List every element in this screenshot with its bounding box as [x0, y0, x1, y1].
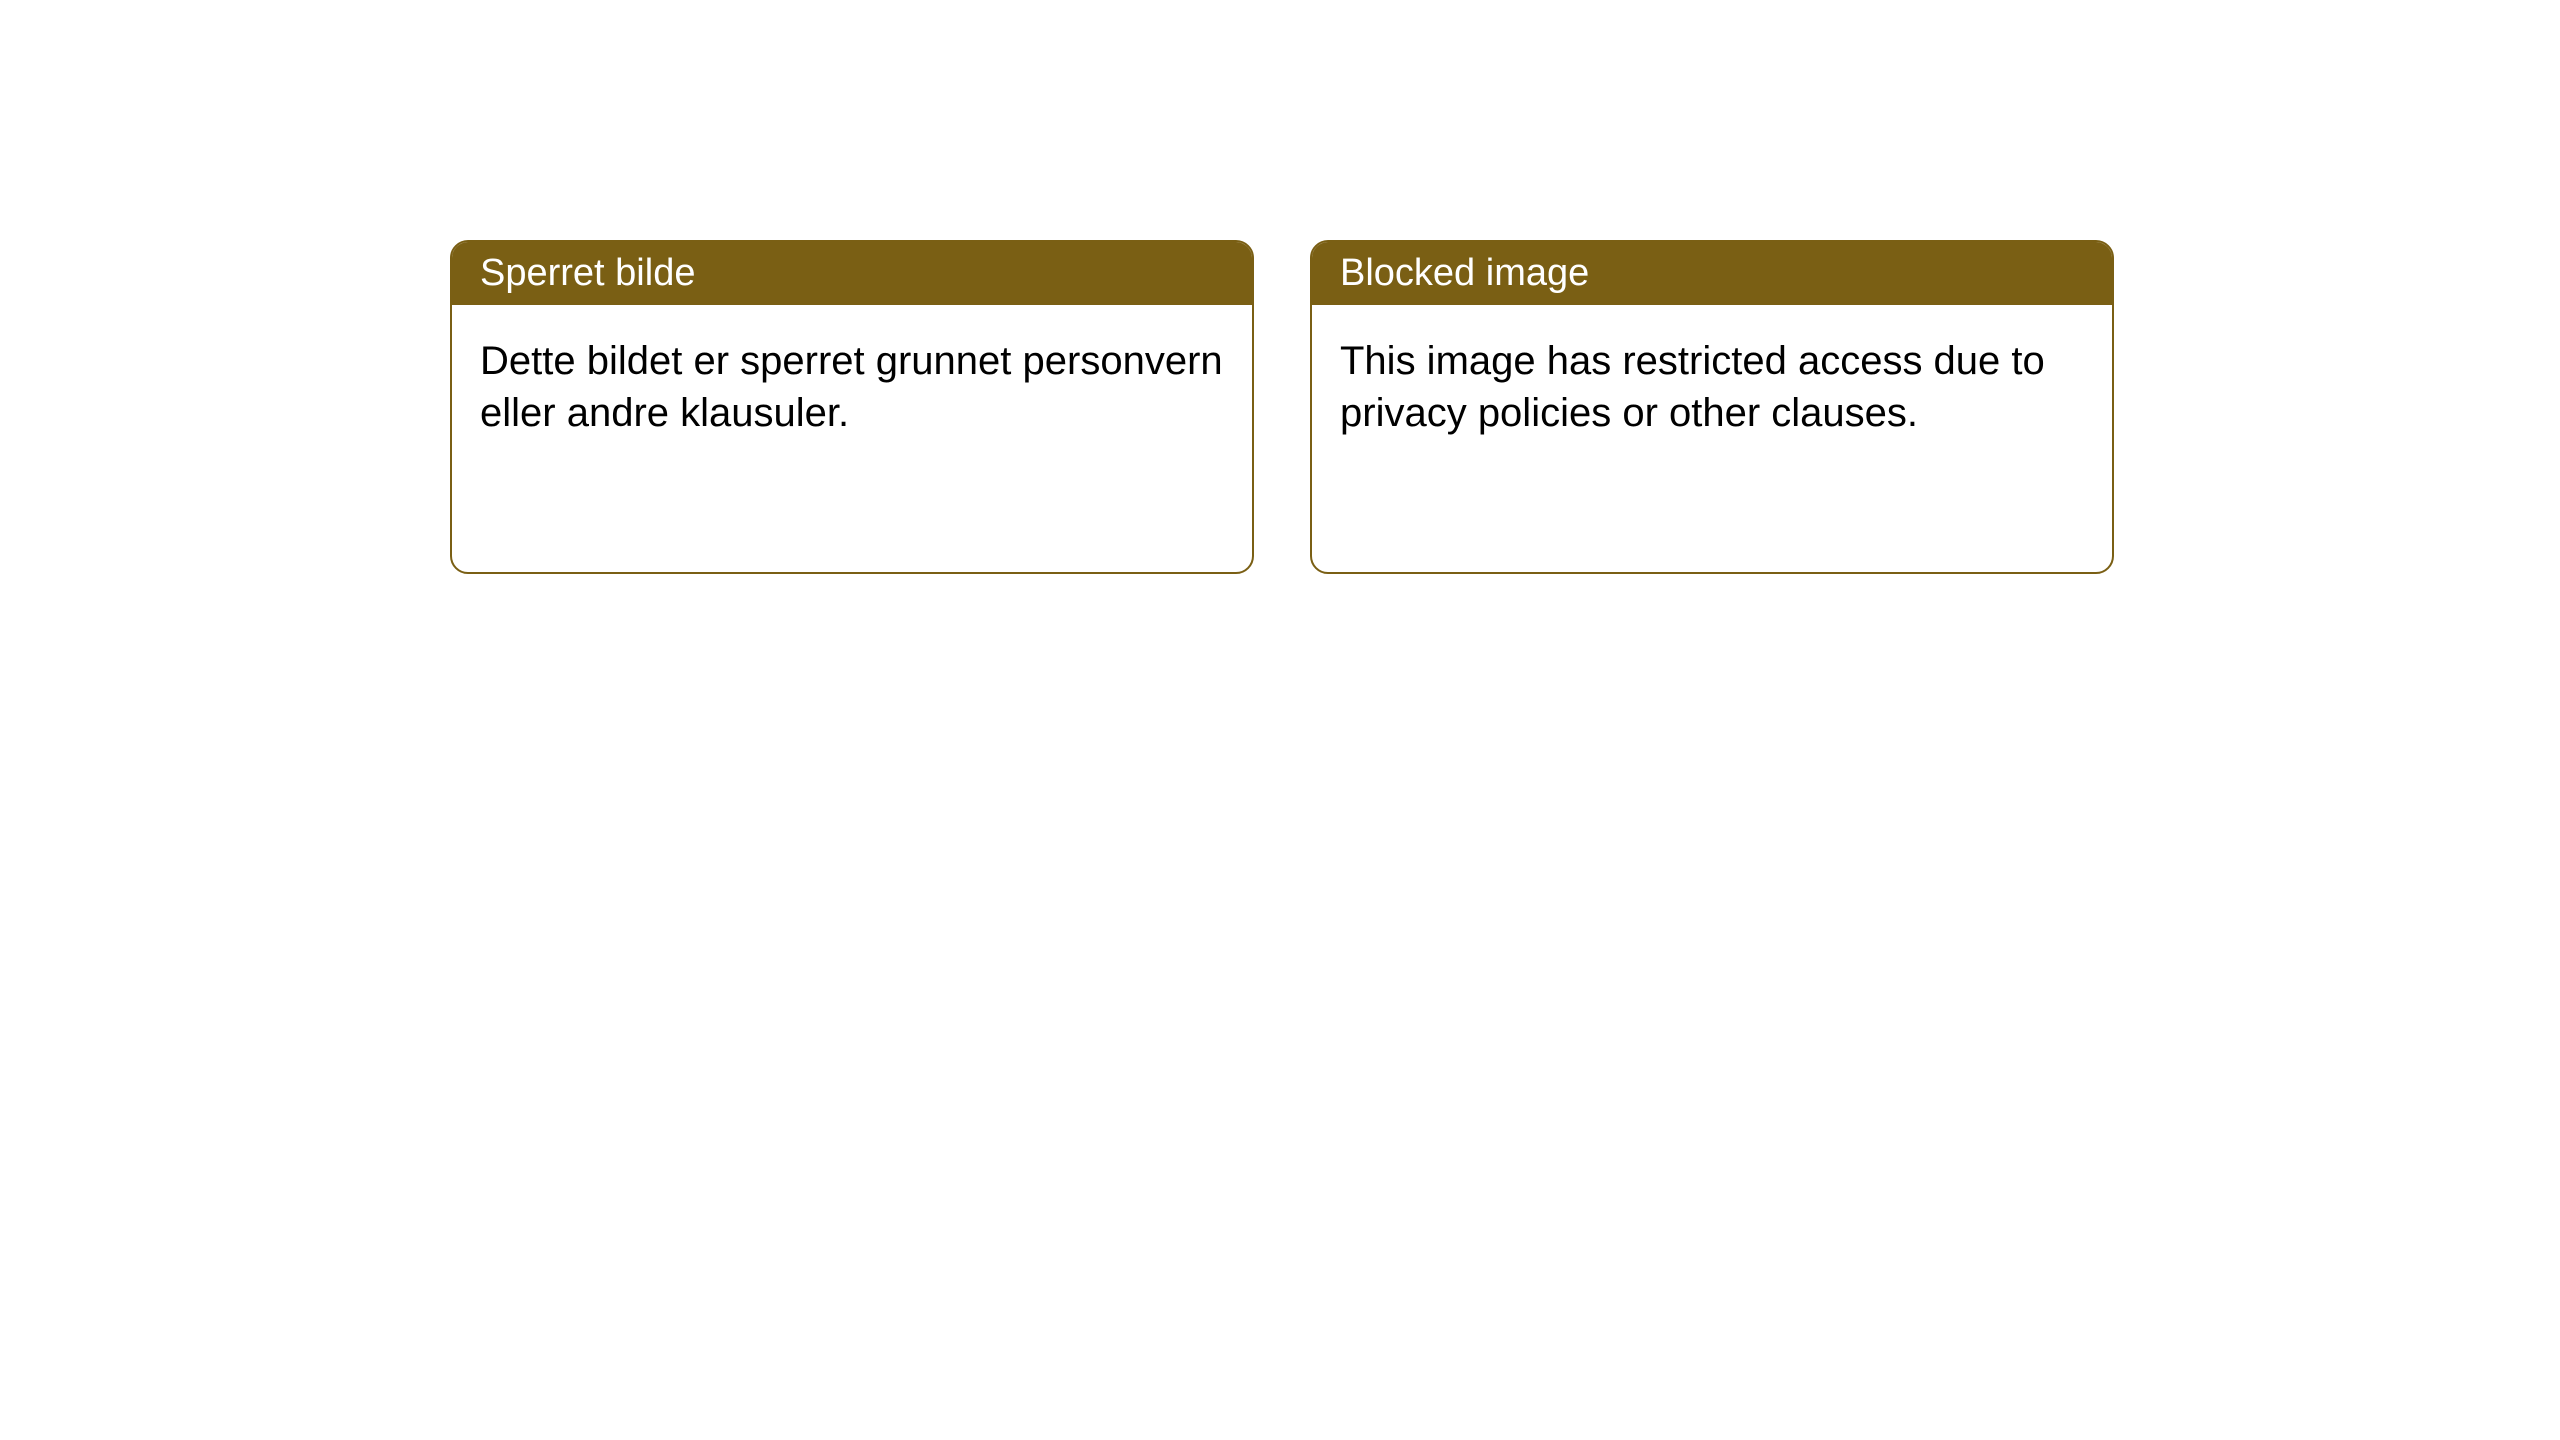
card-body-en: This image has restricted access due to … [1312, 305, 2112, 469]
blocked-image-card-no: Sperret bilde Dette bildet er sperret gr… [450, 240, 1254, 574]
card-header-no: Sperret bilde [452, 242, 1252, 305]
card-body-no: Dette bildet er sperret grunnet personve… [452, 305, 1252, 469]
card-header-en: Blocked image [1312, 242, 2112, 305]
cards-container: Sperret bilde Dette bildet er sperret gr… [0, 0, 2560, 574]
blocked-image-card-en: Blocked image This image has restricted … [1310, 240, 2114, 574]
